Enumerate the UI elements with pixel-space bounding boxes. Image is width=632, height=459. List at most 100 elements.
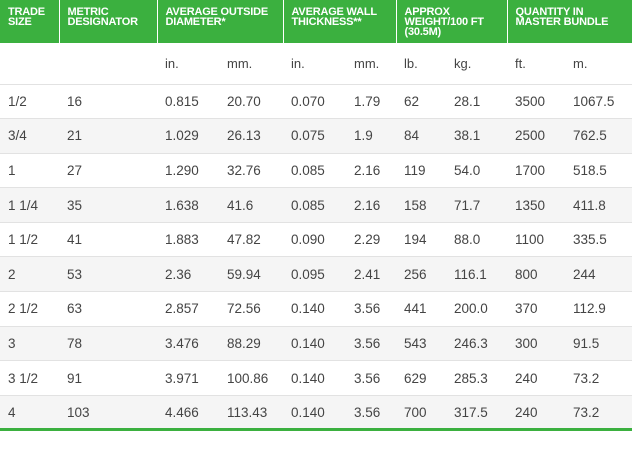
- table-row: 1 1/4 35 1.638 41.6 0.085 2.16 158 71.7 1350 411.…: [0, 187, 632, 223]
- table-cell: 2 1/2: [0, 291, 59, 327]
- table-cell: 1350: [507, 187, 566, 223]
- conduit-spec-table: TRADE SIZE METRIC DESIGNATOR AVERAGE OUT…: [0, 0, 632, 432]
- table-cell: 72.56: [219, 291, 283, 327]
- table-cell: 1.290: [157, 153, 219, 189]
- table-cell: 3: [0, 326, 59, 362]
- table-cell: 2500: [507, 118, 566, 154]
- table-cell: 2.29: [346, 222, 397, 258]
- header-wall-thickness: AVERAGE WALL THICKNESS**: [283, 0, 397, 43]
- table-cell: 629: [396, 360, 447, 396]
- table-cell: 700: [396, 395, 447, 432]
- table-cell: 0.815: [157, 84, 219, 120]
- header-approx-weight: APPROX WEIGHT/100 FT (30.5M): [396, 0, 508, 43]
- table-cell: 73.2: [565, 360, 632, 396]
- table-cell: 27: [59, 153, 157, 189]
- table-cell: 119: [396, 153, 447, 189]
- table-cell: 762.5: [565, 118, 632, 154]
- table-cell: 0.075: [283, 118, 346, 154]
- table-cell: 1 1/2: [0, 222, 59, 258]
- table-row: 1/2 16 0.815 20.70 0.070 1.79 62 28.1 3500 1067.5: [0, 84, 632, 120]
- table-cell: 0.140: [283, 326, 346, 362]
- table-cell: 88.0: [446, 222, 508, 258]
- table-cell: 2.41: [346, 256, 397, 293]
- table-cell: 1067.5: [565, 84, 632, 120]
- table-row: 2 1/2 63 2.857 72.56 0.140 3.56 441 200.0 370 112…: [0, 291, 632, 327]
- table-cell: 285.3: [446, 360, 508, 396]
- unit-cell: [0, 43, 59, 85]
- unit-cell: ft.: [507, 43, 566, 85]
- table-cell: 244: [565, 256, 632, 293]
- table-cell: 91.5: [565, 326, 632, 362]
- table-cell: 240: [507, 395, 566, 432]
- table-cell: 71.7: [446, 187, 508, 223]
- table-cell: 1100: [507, 222, 566, 258]
- table-cell: 26.13: [219, 118, 283, 154]
- table-cell: 1.638: [157, 187, 219, 223]
- table-cell: 0.085: [283, 153, 346, 189]
- table-cell: 518.5: [565, 153, 632, 189]
- header-outside-diameter: AVERAGE OUTSIDE DIAMETER*: [157, 0, 284, 43]
- table-cell: 3.56: [346, 360, 397, 396]
- table-cell: 800: [507, 256, 566, 293]
- table-cell: 0.095: [283, 256, 346, 293]
- table-row: 1 27 1.290 32.76 0.085 2.16 119 54.0 1700 518.5: [0, 153, 632, 189]
- table-cell: 53: [59, 256, 157, 293]
- table-cell: 3.56: [346, 395, 397, 432]
- table-cell: 1: [0, 153, 59, 189]
- table-cell: 4.466: [157, 395, 219, 432]
- table-cell: 246.3: [446, 326, 508, 362]
- table-body: in. mm. in. mm. lb. kg. ft. m. 1/2 16 0.81…: [0, 43, 632, 432]
- table-cell: 256: [396, 256, 447, 293]
- table-cell: 240: [507, 360, 566, 396]
- table-cell: 116.1: [446, 256, 508, 293]
- table-cell: 411.8: [565, 187, 632, 223]
- table-cell: 1 1/4: [0, 187, 59, 223]
- table-row: 3/4 21 1.029 26.13 0.075 1.9 84 38.1 2500 762.5: [0, 118, 632, 154]
- table-cell: 62: [396, 84, 447, 120]
- table-cell: 370: [507, 291, 566, 327]
- table-cell: 41: [59, 222, 157, 258]
- table-row: 2 53 2.36 59.94 0.095 2.41 256 116.1 800 244: [0, 256, 632, 293]
- table-cell: 41.6: [219, 187, 283, 223]
- table-cell: 54.0: [446, 153, 508, 189]
- unit-cell: mm.: [219, 43, 283, 85]
- table-cell: 335.5: [565, 222, 632, 258]
- table-cell: 28.1: [446, 84, 508, 120]
- table-cell: 91: [59, 360, 157, 396]
- table-cell: 2.16: [346, 153, 397, 189]
- unit-cell: in.: [157, 43, 219, 85]
- header-master-bundle: QUANTITY IN MASTER BUNDLE: [507, 0, 632, 43]
- table-row: 3 1/2 91 3.971 100.86 0.140 3.56 629 285.3 240 73…: [0, 360, 632, 396]
- table-cell: 200.0: [446, 291, 508, 327]
- table-row: 3 78 3.476 88.29 0.140 3.56 543 246.3 300 91.5: [0, 326, 632, 362]
- table-cell: 3.56: [346, 291, 397, 327]
- units-row: in. mm. in. mm. lb. kg. ft. m.: [0, 43, 632, 85]
- unit-cell: [59, 43, 157, 85]
- table-cell: 3 1/2: [0, 360, 59, 396]
- table-cell: 1.883: [157, 222, 219, 258]
- table-row: 1 1/2 41 1.883 47.82 0.090 2.29 194 88.0 1100 335…: [0, 222, 632, 258]
- table-cell: 1/2: [0, 84, 59, 120]
- table-cell: 0.090: [283, 222, 346, 258]
- table-cell: 0.140: [283, 395, 346, 432]
- table-cell: 158: [396, 187, 447, 223]
- unit-cell: mm.: [346, 43, 397, 85]
- table-cell: 1.9: [346, 118, 397, 154]
- table-cell: 59.94: [219, 256, 283, 293]
- table-cell: 3.476: [157, 326, 219, 362]
- table-cell: 300: [507, 326, 566, 362]
- table-cell: 47.82: [219, 222, 283, 258]
- table-cell: 2.857: [157, 291, 219, 327]
- table-cell: 38.1: [446, 118, 508, 154]
- table-cell: 441: [396, 291, 447, 327]
- table-cell: 4: [0, 395, 59, 432]
- header-row: TRADE SIZE METRIC DESIGNATOR AVERAGE OUT…: [0, 0, 632, 43]
- table-cell: 0.140: [283, 291, 346, 327]
- header-trade-size: TRADE SIZE: [0, 0, 60, 43]
- table-cell: 0.070: [283, 84, 346, 120]
- table-cell: 3/4: [0, 118, 59, 154]
- table-cell: 0.085: [283, 187, 346, 223]
- unit-cell: lb.: [396, 43, 447, 85]
- table-cell: 16: [59, 84, 157, 120]
- table-cell: 2.16: [346, 187, 397, 223]
